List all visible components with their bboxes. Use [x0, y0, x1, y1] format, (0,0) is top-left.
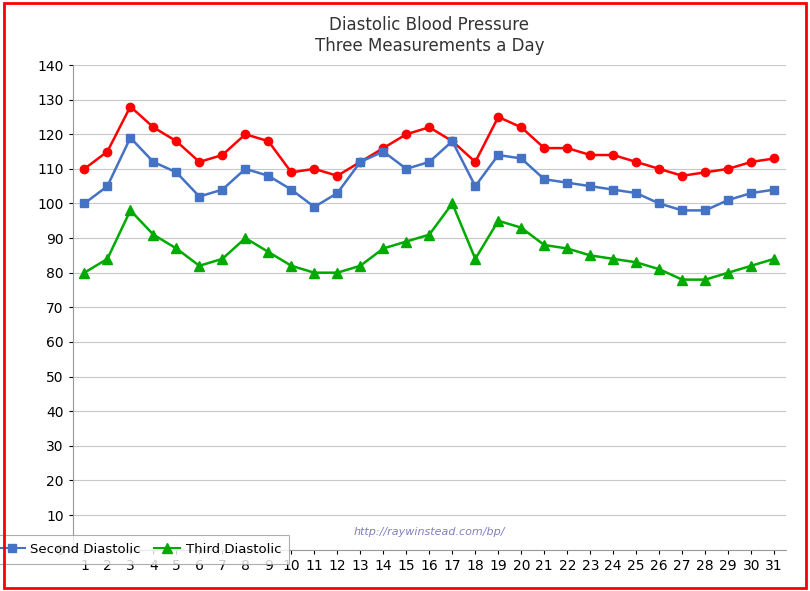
Title: Diastolic Blood Pressure
Three Measurements a Day: Diastolic Blood Pressure Three Measureme…	[314, 17, 544, 55]
Text: http://raywinstead.com/bp/: http://raywinstead.com/bp/	[353, 527, 505, 537]
Legend: First Diastolic, Second Diastolic, Third Diastolic: First Diastolic, Second Diastolic, Third…	[0, 535, 289, 564]
